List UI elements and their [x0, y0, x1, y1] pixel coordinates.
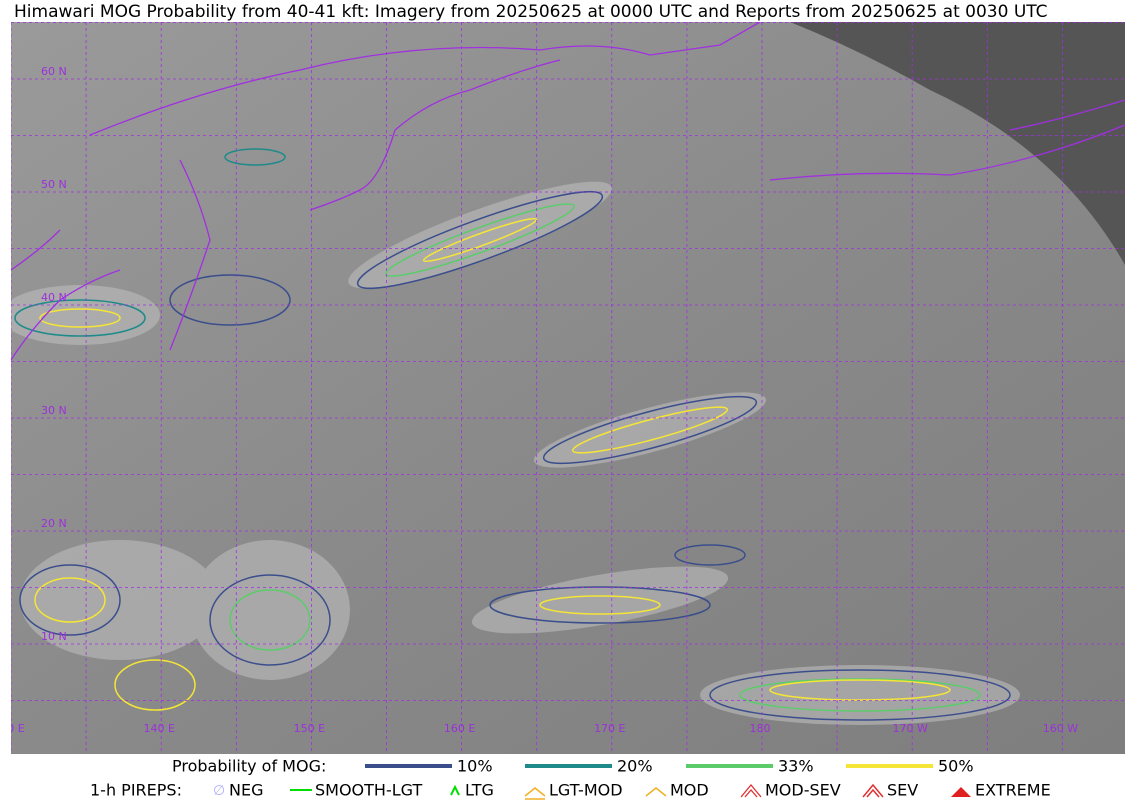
lon-label: 150 E [294, 722, 325, 735]
pirep-icon [951, 787, 971, 797]
legend-label: 33% [778, 757, 814, 776]
map: 60 N 50 N 40 N 30 N 20 N 10 N 130 E 140 E 150 E 1… [0, 22, 1125, 754]
lat-label: 50 N [41, 178, 67, 191]
legend-label: NEG [229, 781, 263, 800]
lat-label: 20 N [41, 517, 67, 530]
lon-label: 170 E [594, 722, 625, 735]
lon-label: 130 E [0, 722, 25, 735]
lon-label: 180 [750, 722, 771, 735]
pirep-icon: ∅ [213, 783, 225, 799]
no-data-area [790, 22, 1125, 265]
legend-label: LTG [465, 781, 494, 800]
pirep-icon [450, 784, 460, 796]
legend-label: SEV [887, 781, 918, 800]
pirep-icon [524, 787, 546, 800]
lat-label: 10 N [41, 630, 67, 643]
legend: Probability of MOG: 10% 20% 33% 50% 1-h PIREP… [90, 757, 1051, 800]
lat-label: 60 N [41, 65, 67, 78]
legend-label: EXTREME [975, 781, 1051, 800]
legend-label: MOD-SEV [765, 781, 841, 800]
lat-label: 30 N [41, 404, 67, 417]
lon-label: 160 W [1043, 722, 1078, 735]
coastlines [11, 22, 1125, 361]
lat-label: 40 N [41, 291, 67, 304]
title: Himawari MOG Probability from 40-41 kft:… [14, 2, 1048, 22]
graticule-labels: 60 N 50 N 40 N 30 N 20 N 10 N 130 E 140 E 150 E 1… [0, 65, 1078, 735]
legend-label: 50% [938, 757, 974, 776]
graticule [11, 22, 1125, 754]
pirep-icon [645, 787, 667, 797]
lon-label: 160 E [444, 722, 475, 735]
legend-label: MOD [670, 781, 709, 800]
legend-label: SMOOTH-LGT [315, 781, 422, 800]
pirep-icon [862, 783, 884, 798]
legend-title: Probability of MOG: [172, 757, 326, 776]
mog-contours [14, 148, 1011, 721]
lon-label: 140 E [143, 722, 174, 735]
legend-label: 10% [457, 757, 493, 776]
lon-label: 170 W [893, 722, 928, 735]
pirep-icon [740, 783, 762, 798]
legend-label: LGT-MOD [549, 781, 623, 800]
legend-title: 1-h PIREPS: [90, 781, 182, 800]
legend-label: 20% [617, 757, 653, 776]
